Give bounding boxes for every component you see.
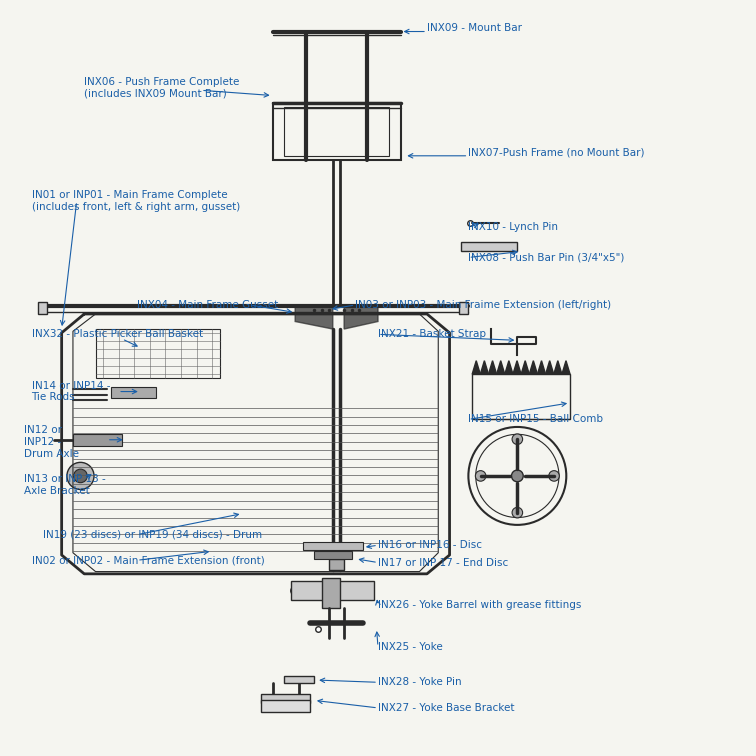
Polygon shape: [529, 361, 538, 374]
Bar: [472, 374, 570, 420]
Bar: [302, 542, 363, 550]
Text: IN14 or INP14 -
Tie Rods: IN14 or INP14 - Tie Rods: [32, 381, 110, 402]
Circle shape: [476, 471, 486, 481]
Text: INX07-Push Frame (no Mount Bar): INX07-Push Frame (no Mount Bar): [469, 147, 645, 157]
Bar: [329, 559, 344, 570]
Bar: [284, 107, 389, 156]
Text: IN12 or
INP12 -
Drum Axle: IN12 or INP12 - Drum Axle: [24, 426, 79, 459]
Text: INX32 - Plastic Picker Ball Basket: INX32 - Plastic Picker Ball Basket: [32, 330, 203, 339]
Text: IN01 or INP01 - Main Frame Complete
(includes front, left & right arm, gusset): IN01 or INP01 - Main Frame Complete (inc…: [32, 191, 240, 212]
Polygon shape: [497, 361, 505, 374]
Polygon shape: [521, 361, 529, 374]
Circle shape: [549, 471, 559, 481]
Text: IN16 or INP16 - Disc: IN16 or INP16 - Disc: [378, 541, 482, 550]
Text: IN03 or INP03 - Main Fraime Extension (left/right): IN03 or INP03 - Main Fraime Extension (l…: [355, 300, 612, 310]
Circle shape: [67, 463, 94, 489]
Text: INX09 - Mount Bar: INX09 - Mount Bar: [427, 23, 522, 33]
Polygon shape: [488, 361, 497, 374]
Bar: [314, 551, 352, 559]
Text: INX21 - Basket Strap: INX21 - Basket Strap: [378, 330, 486, 339]
Bar: [262, 700, 310, 711]
Text: INX27 - Yoke Base Bracket: INX27 - Yoke Base Bracket: [378, 703, 515, 713]
Polygon shape: [513, 361, 521, 374]
Bar: [321, 578, 340, 608]
Bar: [73, 434, 122, 446]
Circle shape: [290, 586, 299, 595]
Bar: [291, 581, 374, 600]
Text: INX25 - Yoke: INX25 - Yoke: [378, 642, 443, 652]
Text: INX04 - Main Frame Gusset: INX04 - Main Frame Gusset: [137, 300, 278, 310]
Bar: [95, 329, 220, 378]
Text: INX06 - Push Frame Complete
(includes INX09 Mount Bar): INX06 - Push Frame Complete (includes IN…: [84, 77, 240, 99]
Polygon shape: [546, 361, 553, 374]
Circle shape: [362, 586, 371, 595]
Bar: [284, 676, 314, 683]
Text: IN15 or INP15 - Ball Comb: IN15 or INP15 - Ball Comb: [469, 414, 603, 424]
Polygon shape: [295, 306, 333, 329]
Polygon shape: [505, 361, 513, 374]
Bar: [110, 387, 156, 398]
Circle shape: [512, 434, 522, 445]
Polygon shape: [538, 361, 546, 374]
Polygon shape: [344, 306, 378, 329]
Bar: [273, 103, 401, 160]
Text: INX28 - Yoke Pin: INX28 - Yoke Pin: [378, 677, 462, 687]
Bar: [461, 243, 517, 252]
Text: IN19 (23 discs) or INP19 (34 discs) - Drum: IN19 (23 discs) or INP19 (34 discs) - Dr…: [43, 530, 262, 540]
Circle shape: [73, 469, 87, 482]
Text: IN02 or INP02 - Main Frame Extension (front): IN02 or INP02 - Main Frame Extension (fr…: [32, 555, 265, 565]
Text: IN13 or INP 13 -
Axle Bracket: IN13 or INP 13 - Axle Bracket: [24, 474, 106, 496]
Polygon shape: [553, 361, 562, 374]
Polygon shape: [472, 361, 480, 374]
Polygon shape: [480, 361, 488, 374]
Bar: [459, 302, 468, 314]
Bar: [262, 694, 310, 703]
Text: INX26 - Yoke Barrel with grease fittings: INX26 - Yoke Barrel with grease fittings: [378, 600, 581, 611]
Text: INX08 - Push Bar Pin (3/4"x5"): INX08 - Push Bar Pin (3/4"x5"): [469, 253, 624, 262]
Polygon shape: [562, 361, 570, 374]
Bar: [38, 302, 47, 314]
Text: IN17 or INP 17 - End Disc: IN17 or INP 17 - End Disc: [378, 557, 508, 568]
Circle shape: [512, 470, 523, 482]
Text: INX10 - Lynch Pin: INX10 - Lynch Pin: [469, 222, 559, 232]
Circle shape: [512, 507, 522, 518]
